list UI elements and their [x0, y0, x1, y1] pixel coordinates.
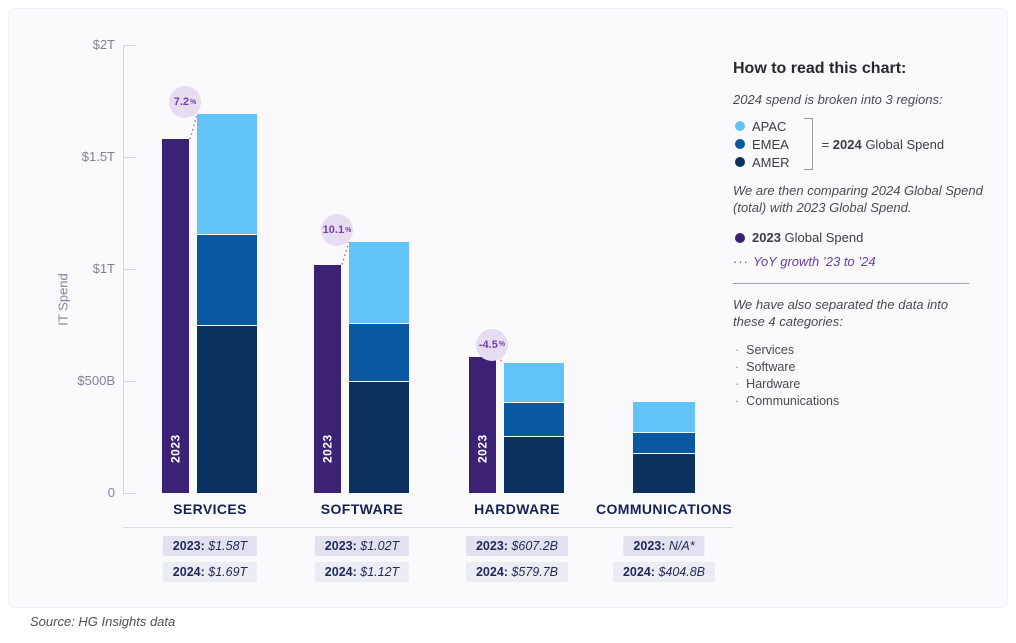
category-divider-line [123, 527, 733, 528]
panel-title: How to read this chart: [733, 60, 907, 77]
category-label-hardware: HARDWARE [474, 501, 560, 517]
apac-dot-icon [735, 121, 745, 131]
y-tick [123, 45, 136, 46]
table-row-2024-hardware: 2024: $579.7B [465, 562, 569, 582]
bullet-icon: · [735, 377, 740, 391]
table-row-2024-software: 2024: $1.12T [314, 562, 410, 582]
legend-item-emea: EMEA [735, 136, 790, 152]
legend-item-amer: AMER [735, 154, 790, 170]
segment-2024-amer-software [349, 382, 409, 493]
table-row-2023-services: 2023: $1.58T [162, 536, 258, 556]
table-row-2023-communications: 2023: N/A* [623, 536, 705, 556]
regions-intro-text: 2024 spend is broken into 3 regions: [733, 92, 943, 107]
equals-sign: = [821, 136, 833, 152]
category-bullet-list: · Services · Software · Hardware · Communica… [733, 342, 983, 410]
bracket-icon [803, 118, 813, 170]
y-tick-label: $1.5T [81, 149, 115, 164]
segment-2024-amer-communications [633, 453, 695, 493]
segment-2024-emea-communications [633, 432, 695, 454]
amer-dot-icon [735, 157, 745, 167]
list-item-communications: · Communications [735, 394, 840, 408]
legend-label-amer: AMER [752, 154, 790, 170]
segment-2024-apac-software [349, 242, 409, 324]
bar-2023-year-label: 2023 [320, 434, 335, 464]
how-to-read-panel: How to read this chart: 2024 spend is br… [733, 60, 983, 410]
category-label-software: SOFTWARE [320, 501, 404, 517]
segment-2024-emea-services [197, 235, 257, 327]
table-row-2024-communications: 2024: $404.8B [612, 562, 716, 582]
y-tick [123, 493, 136, 494]
segment-2024-amer-services [197, 326, 257, 493]
segment-2024-emea-hardware [504, 403, 564, 437]
list-item-software: · Software [735, 360, 796, 374]
table-row-2024-services: 2024: $1.69T [162, 562, 258, 582]
equals-2024-global-spend: = 2024 Global Spend [822, 137, 945, 152]
region-legend: APAC EMEA AMER = 2024 Global Spend [735, 118, 983, 170]
yoy-badge-services: 7.2% [169, 86, 201, 119]
segment-2024-emea-software [349, 323, 409, 383]
legend-item-apac: APAC [735, 118, 790, 134]
y-tick-label: 0 [107, 485, 115, 500]
equals-year: 2024 [832, 136, 862, 152]
y-tick-label: $1T [92, 261, 115, 276]
list-item-hardware: · Hardware [735, 377, 801, 391]
bar-2023-services [162, 139, 189, 493]
bar-2023-software [314, 264, 341, 493]
y-tick [123, 157, 136, 158]
y-tick-label: $500B [77, 373, 115, 388]
yoy-badge-hardware: -4.5% [476, 328, 508, 361]
table-row-2023-software: 2023: $1.02T [314, 536, 410, 556]
bullet-icon: · [735, 343, 740, 357]
list-item-services: · Services [735, 343, 795, 357]
bar-2023-year-label: 2023 [168, 434, 183, 464]
equals-rest: Global Spend [861, 136, 945, 152]
legend-item-2023: 2023 Global Spend [735, 230, 983, 245]
segment-2024-apac-services [197, 114, 257, 236]
y-tick [123, 269, 136, 270]
table-row-2023-hardware: 2023: $607.2B [465, 536, 569, 556]
legend-label-2023: 2023 Global Spend [752, 230, 864, 245]
source-credit: Source: HG Insights data [30, 614, 176, 629]
bar-2023-year-label: 2023 [475, 434, 490, 464]
y-axis-title: IT Spend [55, 273, 71, 326]
bullet-icon: · [735, 394, 740, 408]
dotted-line-icon: ··· [733, 254, 749, 269]
y-tick-label: $2T [92, 37, 115, 52]
bar-2023-hardware [469, 356, 496, 493]
yoy-dotted-line [189, 114, 198, 140]
segment-2024-apac-communications [633, 402, 695, 433]
compare-text: We are then comparing 2024 Global Spend … [733, 183, 983, 215]
panel-divider [733, 283, 969, 284]
category-label-communications: COMMUNICATIONS [596, 501, 732, 517]
bullet-icon: · [735, 360, 740, 374]
yoy-dotted-line [341, 241, 350, 265]
legend-label-apac: APAC [752, 118, 787, 134]
yoy-badge-software: 10.1% [321, 214, 353, 247]
yoy-label: YoY growth ’23 to ’24 [753, 254, 876, 269]
spend-2023-dot-icon [735, 232, 745, 243]
segment-2024-apac-hardware [504, 363, 564, 404]
emea-dot-icon [735, 139, 745, 149]
y-tick [123, 381, 136, 382]
segment-2024-amer-hardware [504, 436, 564, 493]
categories-intro-text: We have also separated the data into the… [733, 297, 949, 329]
legend-label-emea: EMEA [752, 136, 789, 152]
category-label-services: SERVICES [173, 501, 247, 517]
legend-item-yoy: ··· YoY growth ’23 to ’24 [733, 254, 983, 269]
